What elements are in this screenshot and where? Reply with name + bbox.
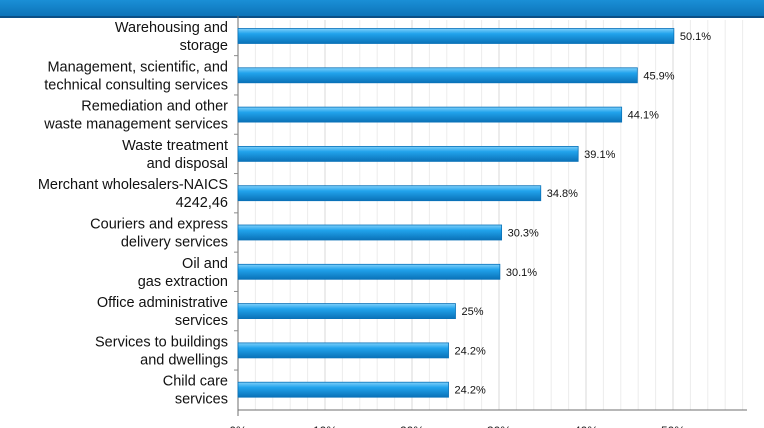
category-label: Remediation and other waste management se… (43, 99, 228, 133)
bar (237, 263, 501, 280)
category-label: Oil and gas extraction (138, 256, 228, 290)
data-label: 30.3% (508, 228, 539, 240)
bar (237, 381, 449, 398)
category-label: Management, scientific, and technical con… (44, 59, 228, 93)
bar (237, 67, 638, 84)
bar (237, 28, 675, 44)
bar (237, 224, 503, 241)
x-tick-label: 40% (574, 424, 598, 428)
category-label: Office administrative services (97, 295, 228, 329)
x-tick-label: 10% (313, 424, 337, 428)
category-label: Couriers and express delivery services (90, 217, 228, 251)
category-label: Waste treatment and disposal (122, 138, 228, 172)
data-label: 44.1% (628, 110, 659, 122)
data-label: 25% (462, 306, 484, 318)
data-label: 34.8% (547, 188, 578, 200)
category-label: Child care services (163, 374, 228, 408)
bar (237, 106, 623, 123)
bar (237, 303, 456, 320)
data-label: 39.1% (584, 149, 615, 161)
category-label: Services to buildings and dwellings (95, 334, 228, 368)
bar (237, 342, 449, 359)
x-tick-label: 50% (661, 424, 685, 428)
bar (237, 185, 542, 202)
data-label: 45.9% (643, 70, 674, 82)
x-tick-label: 30% (487, 424, 511, 428)
bar (237, 145, 579, 162)
data-label: 30.1% (506, 267, 537, 279)
data-label: 24.2% (455, 345, 486, 357)
category-label: Merchant wholesalers-NAICS 4242,46 (38, 177, 228, 211)
x-tick-label: 0% (229, 424, 247, 428)
category-label: Warehousing and storage (115, 20, 228, 54)
top-banner (0, 0, 764, 18)
x-tick-label: 20% (400, 424, 424, 428)
data-label: 50.1% (680, 31, 711, 43)
data-label: 24.2% (455, 385, 486, 397)
